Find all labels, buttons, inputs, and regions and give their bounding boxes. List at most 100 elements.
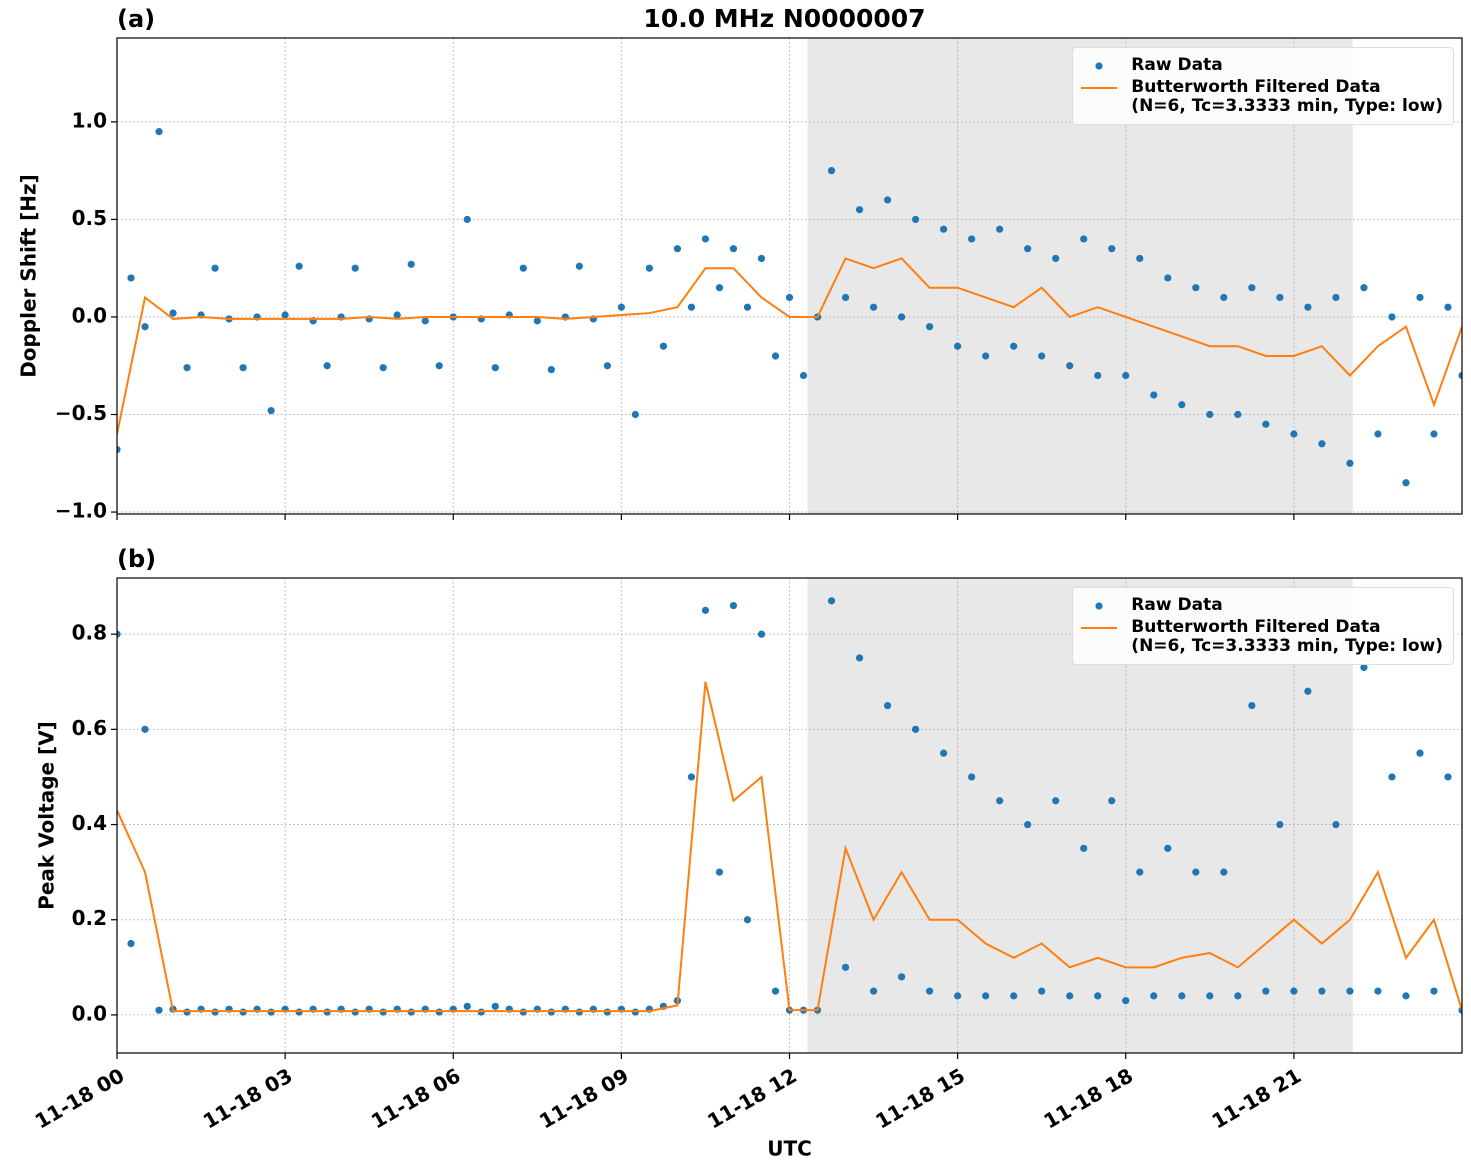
raw-point <box>1178 992 1186 1000</box>
raw-point <box>1220 293 1228 302</box>
raw-point <box>1178 401 1186 409</box>
raw-point <box>1402 479 1410 487</box>
raw-point <box>491 1002 499 1010</box>
raw-point <box>617 303 625 311</box>
raw-point <box>841 293 850 302</box>
x-tick-label: 11-18 09 <box>535 1063 633 1133</box>
legend-entry: Butterworth Filtered Data (N=6, Tc=3.333… <box>1079 78 1443 116</box>
raw-point <box>141 323 149 331</box>
raw-point <box>883 196 892 204</box>
raw-point <box>1150 391 1158 399</box>
raw-point <box>1094 992 1102 1000</box>
raw-point <box>1276 820 1284 829</box>
y-tick-label: −1.0 <box>55 499 107 523</box>
raw-point <box>127 939 135 948</box>
raw-point <box>351 264 359 272</box>
raw-point <box>729 602 738 610</box>
raw-point <box>1290 987 1298 995</box>
raw-point <box>1374 987 1382 995</box>
legend-label: Butterworth Filtered Data (N=6, Tc=3.333… <box>1131 617 1443 656</box>
raw-point <box>1234 992 1242 1000</box>
raw-point <box>575 262 583 270</box>
raw-point <box>1318 440 1326 448</box>
raw-point <box>1164 274 1172 282</box>
legend-swatch <box>1095 62 1103 70</box>
raw-point <box>940 749 948 757</box>
raw-point <box>673 245 682 253</box>
legend-swatch <box>1081 87 1118 89</box>
raw-point <box>323 362 331 370</box>
legend-label: Butterworth Filtered Data (N=6, Tc=3.333… <box>1131 77 1443 116</box>
y-tick-label: 0.5 <box>72 206 107 230</box>
raw-point <box>1024 245 1032 253</box>
raw-point <box>463 1002 471 1010</box>
raw-point <box>631 410 639 419</box>
y-tick-label: 0.8 <box>72 621 107 645</box>
legend-marker <box>1095 62 1103 70</box>
raw-point <box>1262 420 1270 428</box>
y-tick-label: 0.0 <box>72 1001 107 1025</box>
raw-point <box>1080 844 1088 852</box>
raw-point <box>1192 868 1200 876</box>
plot-frame <box>116 37 1463 515</box>
raw-point <box>911 215 920 224</box>
raw-point <box>659 342 668 350</box>
x-tick-label: 11-18 21 <box>1208 1063 1306 1133</box>
raw-point <box>1066 992 1074 1000</box>
legend-label: Raw Data <box>1131 55 1223 75</box>
raw-point <box>1192 284 1200 292</box>
raw-point <box>1164 844 1172 852</box>
raw-point <box>1206 992 1214 1000</box>
raw-point <box>982 352 990 360</box>
raw-point <box>1038 987 1046 995</box>
raw-point <box>1066 362 1074 370</box>
raw-point <box>771 352 780 360</box>
raw-point <box>169 309 177 317</box>
filtered-line <box>117 681 1462 1013</box>
y-tick-label: 0.0 <box>72 303 107 327</box>
raw-point <box>1206 410 1214 419</box>
raw-point <box>1094 371 1102 380</box>
raw-point <box>996 797 1004 805</box>
raw-point <box>785 293 794 302</box>
raw-point <box>463 215 471 224</box>
raw-point <box>1038 352 1046 360</box>
raw-point <box>799 371 808 380</box>
x-tick-label: 11-18 12 <box>703 1063 801 1133</box>
raw-point <box>117 630 121 638</box>
raw-point <box>1374 430 1382 438</box>
raw-point <box>1080 235 1088 243</box>
raw-point <box>841 963 850 971</box>
raw-point <box>491 364 499 372</box>
raw-point <box>127 274 135 282</box>
raw-point <box>1248 284 1256 292</box>
raw-point <box>1430 430 1438 438</box>
raw-point <box>1290 430 1298 438</box>
raw-point <box>155 128 163 136</box>
raw-point <box>379 364 387 372</box>
raw-point <box>954 342 962 350</box>
raw-point <box>211 264 219 272</box>
raw-point <box>421 317 429 325</box>
raw-point <box>701 235 710 243</box>
raw-point <box>1304 303 1312 311</box>
legend-entry: Raw Data <box>1079 56 1443 76</box>
plot-frame <box>116 577 1463 1054</box>
raw-point <box>1276 293 1284 302</box>
raw-point <box>1444 773 1452 781</box>
raw-point <box>183 364 191 372</box>
raw-point <box>1346 459 1354 467</box>
raw-point <box>1360 284 1368 292</box>
raw-point <box>827 597 836 605</box>
raw-point <box>1458 371 1462 380</box>
raw-point <box>1430 987 1438 995</box>
legend-entry: Butterworth Filtered Data (N=6, Tc=3.333… <box>1079 618 1443 656</box>
raw-point <box>1402 992 1410 1000</box>
legend: Raw Data Butterworth Filtered Data (N=6, … <box>1072 587 1454 665</box>
raw-point <box>1388 313 1396 321</box>
x-tick-label: 11-18 18 <box>1039 1063 1137 1133</box>
raw-point <box>771 987 780 995</box>
raw-point <box>1108 245 1116 253</box>
raw-point <box>968 235 976 243</box>
